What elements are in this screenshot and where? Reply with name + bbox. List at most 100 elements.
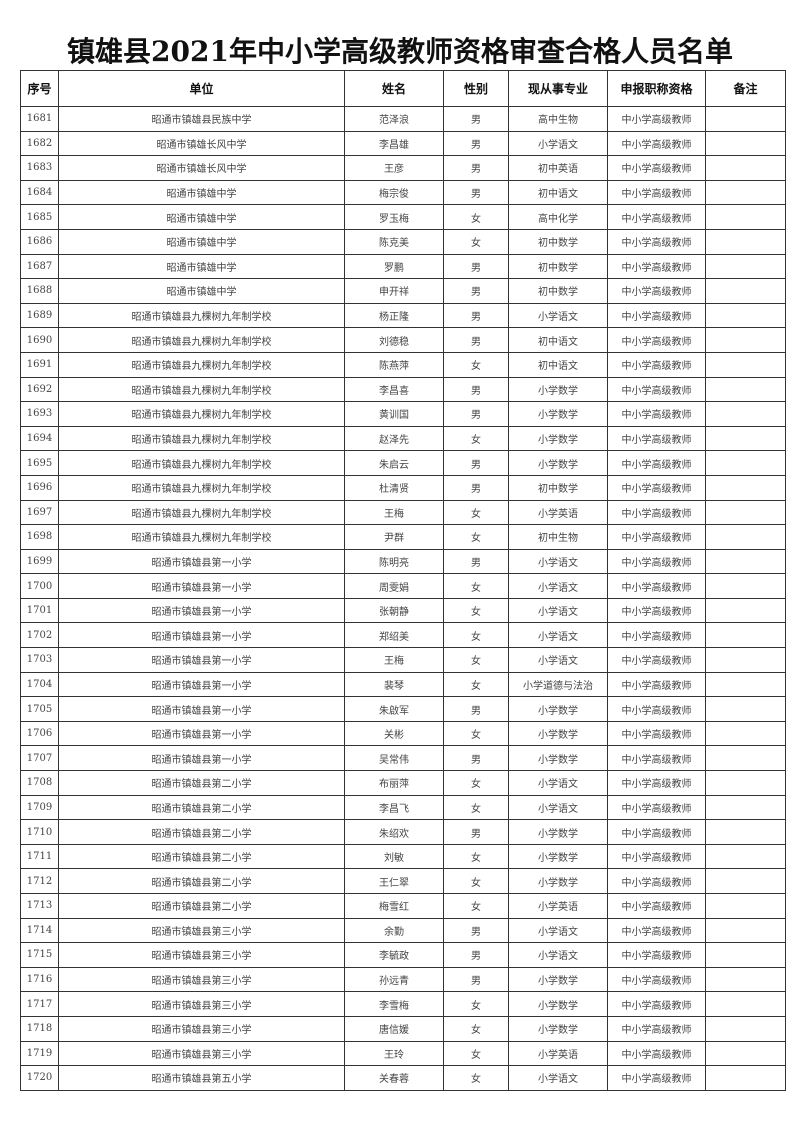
subject-cell: 小学语文 xyxy=(508,770,608,796)
name-cell: 梅宗俊 xyxy=(344,179,444,206)
remarks-cell xyxy=(705,474,786,501)
title-applied-cell: 中小学高级教师 xyxy=(607,474,706,501)
subject-cell: 小学语文 xyxy=(508,917,608,944)
name-cell: 刘敏 xyxy=(344,843,444,870)
serial-number-cell: 1703 xyxy=(20,647,59,673)
title-applied-cell: 中小学高级教师 xyxy=(607,696,706,722)
title-applied-cell: 中小学高级教师 xyxy=(607,966,706,993)
title-applied-cell: 中小学高级教师 xyxy=(607,893,706,919)
remarks-cell xyxy=(705,401,786,427)
table-row: 1720 昭通市镇雄县第五小学 关春蓉女小学语文 中小学高级教师 xyxy=(20,1065,786,1091)
name-cell: 布丽萍 xyxy=(344,770,444,796)
gender-cell: 女 xyxy=(443,499,509,526)
subject-cell: 初中生物 xyxy=(508,524,608,550)
gender-cell: 男 xyxy=(443,696,509,722)
name-cell: 罗鹏 xyxy=(344,253,444,280)
gender-cell: 男 xyxy=(443,401,509,427)
serial-number-cell: 1708 xyxy=(20,770,59,796)
unit-cell: 昭通市镇雄县第二小学 xyxy=(58,819,345,845)
table-row: 1686 昭通市镇雄中学 陈克美女初中数学 中小学高级教师 xyxy=(20,228,786,255)
header-title-applied: 申报职称资格 xyxy=(607,70,706,107)
table-row: 1688 昭通市镇雄中学 申开祥男初中数学 中小学高级教师 xyxy=(20,278,786,304)
table-row: 1700 昭通市镇雄县第一小学 周雯娟女小学语文 中小学高级教师 xyxy=(20,573,786,599)
gender-cell: 男 xyxy=(443,155,509,181)
gender-cell: 男 xyxy=(443,474,509,501)
remarks-cell xyxy=(705,671,786,698)
gender-cell: 女 xyxy=(443,720,509,747)
subject-cell: 小学语文 xyxy=(508,647,608,673)
subject-cell: 小学语文 xyxy=(508,548,608,575)
gender-cell: 女 xyxy=(443,1065,509,1091)
subject-cell: 小学数学 xyxy=(508,450,608,476)
serial-number-cell: 1691 xyxy=(20,351,59,378)
name-cell: 刘德稳 xyxy=(344,327,444,353)
name-cell: 王仁翠 xyxy=(344,868,444,894)
table-row: 1683 昭通市镇雄长风中学 王彦男初中英语 中小学高级教师 xyxy=(20,155,786,181)
subject-cell: 初中数学 xyxy=(508,253,608,280)
remarks-cell xyxy=(705,351,786,378)
subject-cell: 高中化学 xyxy=(508,204,608,230)
gender-cell: 女 xyxy=(443,770,509,796)
gender-cell: 女 xyxy=(443,573,509,599)
title-applied-cell: 中小学高级教师 xyxy=(607,228,706,255)
title-applied-cell: 中小学高级教师 xyxy=(607,794,706,821)
name-cell: 王梅 xyxy=(344,647,444,673)
serial-number-cell: 1688 xyxy=(20,278,59,304)
table-row: 1685 昭通市镇雄中学 罗玉梅女高中化学 中小学高级教师 xyxy=(20,204,786,230)
title-applied-cell: 中小学高级教师 xyxy=(607,1040,706,1067)
subject-cell: 小学数学 xyxy=(508,696,608,722)
name-cell: 朱绍欢 xyxy=(344,819,444,845)
header-serial-number: 序号 xyxy=(20,70,59,107)
gender-cell: 女 xyxy=(443,524,509,550)
name-cell: 裴琴 xyxy=(344,671,444,698)
remarks-cell xyxy=(705,450,786,476)
table-row: 1710 昭通市镇雄县第二小学 朱绍欢男小学数学 中小学高级教师 xyxy=(20,819,786,845)
gender-cell: 女 xyxy=(443,228,509,255)
title-applied-cell: 中小学高级教师 xyxy=(607,204,706,230)
title-applied-cell: 中小学高级教师 xyxy=(607,130,706,157)
unit-cell: 昭通市镇雄中学 xyxy=(58,204,345,230)
name-cell: 孙远青 xyxy=(344,966,444,993)
remarks-cell xyxy=(705,548,786,575)
table-row: 1687 昭通市镇雄中学 罗鹏男初中数学 中小学高级教师 xyxy=(20,253,786,280)
subject-cell: 小学数学 xyxy=(508,843,608,870)
table-row: 1694 昭通市镇雄县九棵树九年制学校 赵泽先女小学数学 中小学高级教师 xyxy=(20,425,786,452)
subject-cell: 小学数学 xyxy=(508,425,608,452)
remarks-cell xyxy=(705,843,786,870)
subject-cell: 小学数学 xyxy=(508,819,608,845)
unit-cell: 昭通市镇雄县第二小学 xyxy=(58,868,345,894)
unit-cell: 昭通市镇雄县第一小学 xyxy=(58,671,345,698)
name-cell: 陈明亮 xyxy=(344,548,444,575)
unit-cell: 昭通市镇雄县第一小学 xyxy=(58,622,345,649)
subject-cell: 初中数学 xyxy=(508,228,608,255)
table-row: 1689 昭通市镇雄县九棵树九年制学校 杨正隆男小学语文 中小学高级教师 xyxy=(20,302,786,329)
unit-cell: 昭通市镇雄中学 xyxy=(58,278,345,304)
serial-number-cell: 1699 xyxy=(20,548,59,575)
table-row: 1718 昭通市镇雄县第三小学 唐信媛女小学数学 中小学高级教师 xyxy=(20,1015,786,1042)
title-applied-cell: 中小学高级教师 xyxy=(607,278,706,304)
title-applied-cell: 中小学高级教师 xyxy=(607,745,706,772)
remarks-cell xyxy=(705,179,786,206)
gender-cell: 男 xyxy=(443,302,509,329)
remarks-cell xyxy=(705,327,786,353)
subject-cell: 初中语文 xyxy=(508,179,608,206)
remarks-cell xyxy=(705,155,786,181)
gender-cell: 女 xyxy=(443,868,509,894)
serial-number-cell: 1692 xyxy=(20,376,59,403)
table-row: 1699 昭通市镇雄县第一小学 陈明亮男小学语文 中小学高级教师 xyxy=(20,548,786,575)
title-applied-cell: 中小学高级教师 xyxy=(607,720,706,747)
title-applied-cell: 中小学高级教师 xyxy=(607,868,706,894)
serial-number-cell: 1714 xyxy=(20,917,59,944)
header-gender: 性别 xyxy=(443,70,509,107)
serial-number-cell: 1698 xyxy=(20,524,59,550)
title-applied-cell: 中小学高级教师 xyxy=(607,524,706,550)
remarks-cell xyxy=(705,794,786,821)
title-applied-cell: 中小学高级教师 xyxy=(607,917,706,944)
name-cell: 朱啟军 xyxy=(344,696,444,722)
subject-cell: 初中数学 xyxy=(508,278,608,304)
serial-number-cell: 1696 xyxy=(20,474,59,501)
title-applied-cell: 中小学高级教师 xyxy=(607,1065,706,1091)
header-unit: 单位 xyxy=(58,70,345,107)
table-row: 1690 昭通市镇雄县九棵树九年制学校 刘德稳男初中语文 中小学高级教师 xyxy=(20,327,786,353)
unit-cell: 昭通市镇雄中学 xyxy=(58,228,345,255)
